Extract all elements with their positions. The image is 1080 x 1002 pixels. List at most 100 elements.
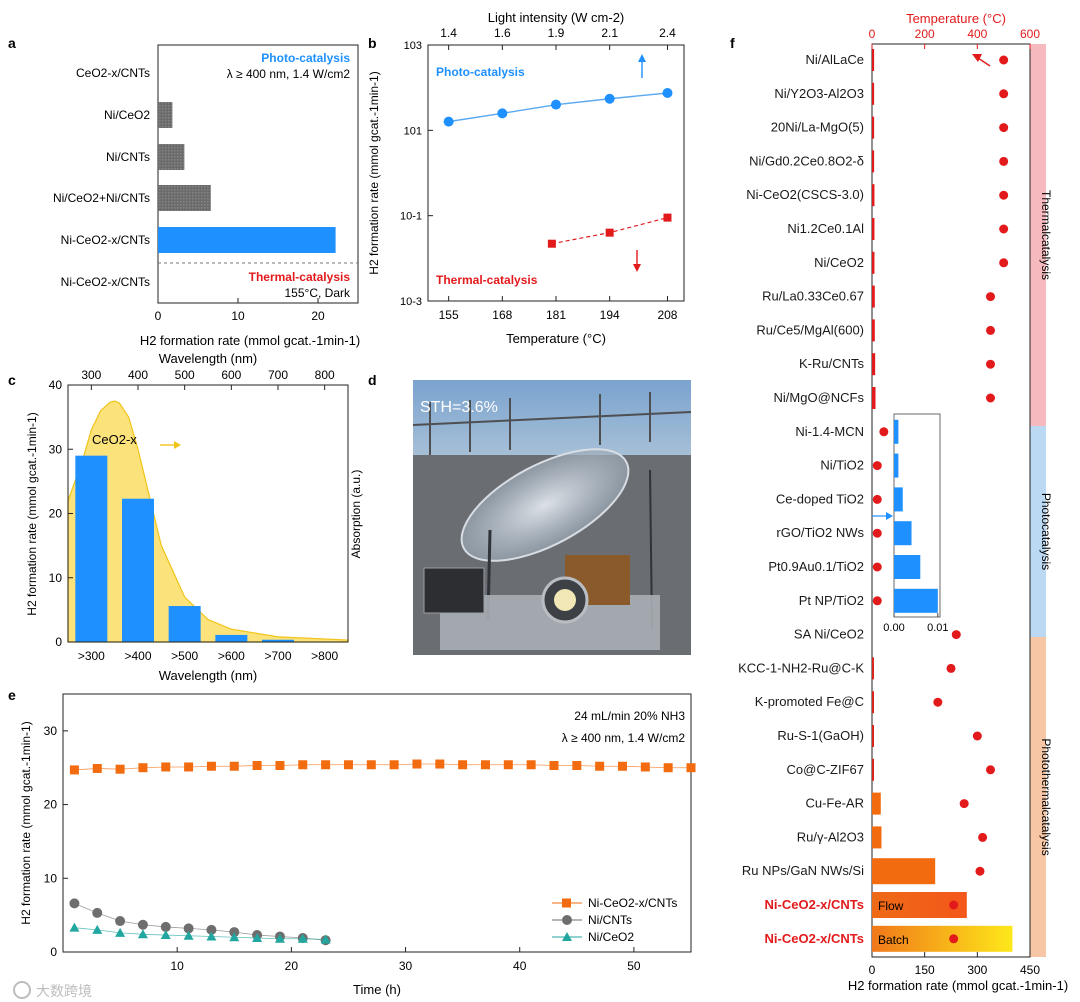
panel-c-ytick-label: 10 [49, 571, 63, 585]
panel-f-category: Ni-CeO2-x/CNTs [765, 931, 864, 946]
panel-e-xtick-label: 30 [399, 959, 413, 973]
panel-e-xlabel: Time (h) [353, 982, 401, 997]
panel-f-bar [872, 725, 874, 747]
panel-e-point [412, 759, 422, 769]
panel-e-point [366, 760, 376, 770]
panel-e-point [206, 924, 217, 935]
panel-b-photo-point [662, 87, 673, 98]
panel-c-chart: >300 >400 >500 >600 >700 >800 0 10 20 30 40 300 400 5… [25, 351, 363, 683]
panel-e-point [275, 761, 285, 771]
panel-e-legend-label: Ni-CeO2-x/CNTs [588, 896, 677, 910]
panel-c-arrow [160, 441, 181, 449]
panel-e-point [572, 761, 582, 771]
panel-b-xlabel: Temperature (°C) [506, 331, 606, 346]
panel-f-temp-point [872, 528, 882, 538]
panel-a-category: Ni/CeO2+Ni/CNTs [53, 191, 150, 205]
panel-e-xtick-label: 50 [627, 959, 641, 973]
panel-f-bar [872, 82, 875, 105]
panel-e-point [161, 762, 171, 772]
panel-b-photo-point [497, 108, 508, 119]
panel-f-category: Ni/TiO2 [820, 458, 864, 473]
photo-reactor-glass [554, 589, 576, 611]
panel-e-point [183, 930, 194, 940]
panel-e-point [92, 907, 103, 918]
panel-f-xtick-label: 300 [967, 963, 987, 977]
panel-a-photo-cond: λ ≥ 400 nm, 1.4 W/cm2 [227, 67, 351, 81]
panel-f-bar [872, 758, 874, 781]
panel-f-band-label: Thermalcatalysis [1039, 190, 1053, 280]
panel-e-point [183, 923, 194, 934]
panel-e-point [298, 760, 308, 770]
panel-f-bar [872, 387, 876, 409]
panel-e-point [160, 930, 171, 940]
panel-e-point [458, 760, 468, 770]
panel-f-category: Ni1.2Ce0.1Al [787, 221, 864, 236]
panel-f-inset-bar [894, 588, 938, 613]
panel-f-temp-point [999, 258, 1009, 268]
panel-label-d: d [368, 372, 377, 388]
panel-b-xtick-label: 208 [657, 308, 677, 322]
panel-a-bar [158, 227, 336, 253]
panel-e-chart: 10 20 30 40 50 0 10 20 30 24 mL/min 20% NH3 λ ≥ … [19, 693, 696, 997]
panel-b-photo-arrow [638, 54, 646, 78]
panel-e-point [663, 763, 673, 773]
panel-f-bar [872, 150, 875, 173]
panel-f-category: Ni-CeO2(CSCS-3.0) [746, 187, 864, 202]
panel-f-temp-point [933, 697, 943, 707]
panel-f-bar [872, 691, 874, 714]
panel-c-x2tick-label: 800 [315, 368, 335, 382]
panel-b-x2tick-label: 1.6 [494, 26, 511, 40]
panel-f-band [1030, 637, 1046, 957]
panel-b-x2tick-label: 1.9 [548, 26, 565, 40]
panel-c-x2label: Wavelength (nm) [159, 351, 258, 366]
panel-f-temp-point [872, 461, 882, 471]
photo-railing [412, 392, 692, 455]
panel-f-inset-tick-label: 0.00 [883, 622, 904, 634]
panel-f-inset-bar [894, 453, 899, 478]
panel-c-y2label: Absorption (a.u.) [349, 470, 363, 559]
panel-f-band-label: Photothermalcatalysis [1039, 738, 1053, 855]
panel-a-thermal-cond: 155°C, Dark [285, 286, 351, 300]
panel-e-point [297, 933, 308, 943]
panel-b-photo-point [551, 99, 561, 110]
panel-e-point [229, 927, 240, 938]
panel-f-frame [871, 43, 1031, 958]
panel-f-band [1030, 426, 1046, 637]
panel-label-f: f [730, 35, 735, 51]
panel-e-legend-marker [562, 932, 572, 941]
panel-c-xlabel: Wavelength (nm) [159, 668, 258, 683]
panel-e-point [595, 761, 605, 771]
panel-e-point [617, 761, 627, 771]
panel-f-category: Cu-Fe-AR [805, 796, 864, 811]
panel-a-tick-label: 10 [231, 309, 245, 323]
panel-b-thermal-arrow [633, 250, 641, 272]
panel-f-temp-point [872, 562, 882, 572]
panel-f-temp-point [872, 596, 882, 606]
panel-f-bar [872, 353, 876, 376]
panel-f-bar [872, 285, 875, 308]
panel-f-bar [872, 925, 1013, 952]
panel-f-band [1030, 44, 1046, 426]
panel-b-thermal-point [605, 228, 614, 237]
panel-e-xtick-label: 40 [513, 959, 527, 973]
panel-f-x2tick-label: 400 [967, 27, 987, 41]
panel-d-sth-label: STH=3.6% [420, 399, 498, 416]
panel-e-point [435, 759, 445, 769]
panel-f-temp-point [999, 123, 1009, 133]
panel-f-bar [872, 116, 875, 139]
panel-c-bar [75, 455, 108, 642]
panel-f-temp-point [951, 630, 961, 640]
panel-f-xtick-label: 450 [1020, 963, 1040, 977]
panel-e-point [321, 760, 331, 770]
panel-f-category: Ru/La0.33Ce0.67 [762, 289, 864, 304]
panel-a-frame [157, 44, 359, 304]
panel-c-ytick-label: 20 [49, 507, 63, 521]
panel-c-x2tick-label: 600 [221, 368, 241, 382]
panel-f-bar [872, 251, 875, 274]
panel-c-x2tick-label: 500 [175, 368, 195, 382]
panel-e-point [115, 764, 125, 774]
panel-e-point [320, 934, 331, 944]
panel-e-point [252, 761, 262, 771]
panel-c-series-label: CeO2-x [92, 432, 137, 447]
panel-label-c: c [8, 372, 16, 388]
